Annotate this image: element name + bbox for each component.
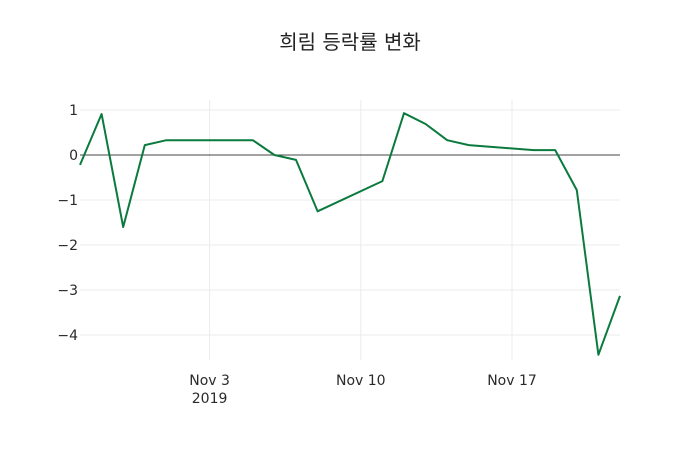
- chart-title: 희림 등락률 변화: [279, 30, 421, 54]
- x-tick-year-label: 2019: [192, 391, 228, 407]
- x-axis: Nov 3 2019 Nov 10 Nov 17: [189, 373, 537, 407]
- grid-lines: [80, 100, 620, 360]
- y-tick-label: −2: [57, 238, 78, 254]
- y-tick-label: 0: [69, 148, 78, 164]
- y-tick-label: −1: [57, 193, 78, 209]
- x-tick-label: Nov 3: [189, 373, 230, 389]
- x-tick-label: Nov 10: [336, 373, 386, 389]
- x-tick-label: Nov 17: [487, 373, 537, 389]
- y-tick-label: −3: [57, 283, 78, 299]
- data-line: [79, 112, 621, 356]
- y-tick-label: 1: [69, 103, 78, 119]
- y-tick-label: −4: [57, 328, 78, 344]
- y-axis: 1 0 −1 −2 −3 −4: [57, 103, 78, 344]
